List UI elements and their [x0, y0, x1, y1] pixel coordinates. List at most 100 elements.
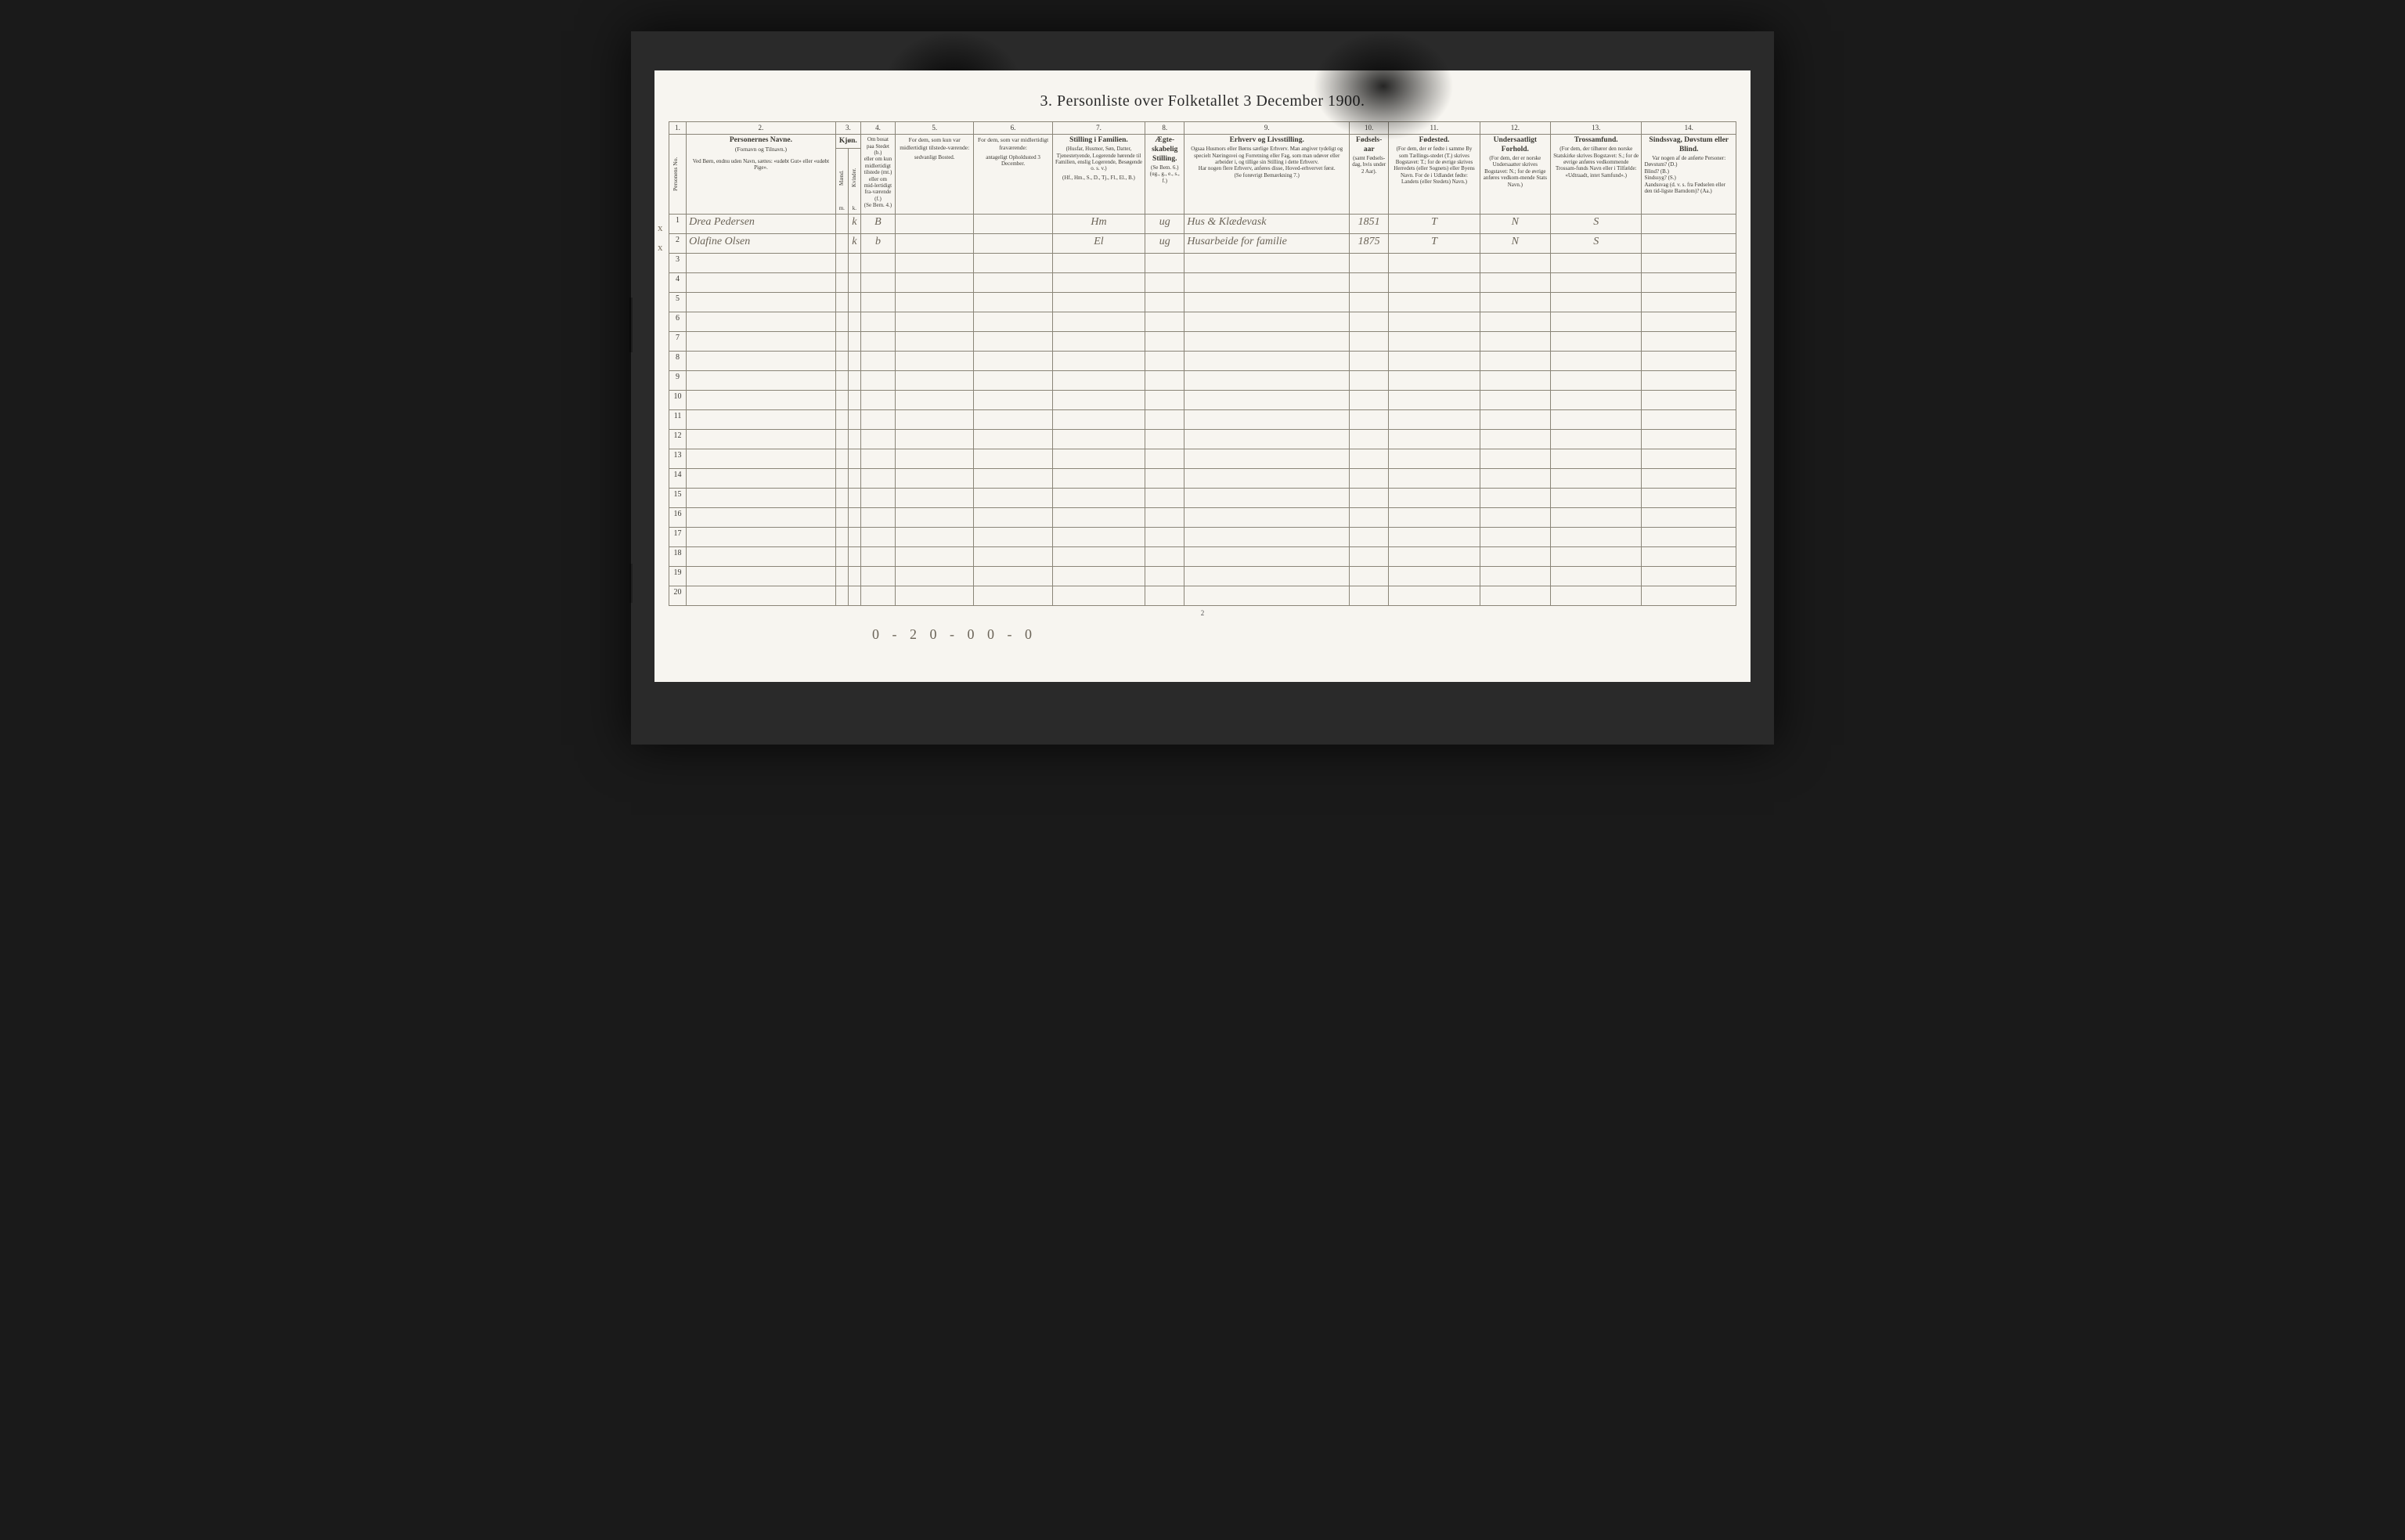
cell	[1052, 429, 1145, 449]
cell	[848, 292, 860, 312]
cell	[687, 429, 836, 449]
cell	[1145, 429, 1184, 449]
hdr-c10-body: (samt Fødsels-dag, hvis under 2 Aar).	[1352, 155, 1386, 175]
cell	[1480, 370, 1550, 390]
cell: S	[1551, 214, 1642, 233]
column-number-row: 1. 2. 3. 4. 5. 6. 7. 8. 9. 10. 11. 12. 1…	[669, 122, 1736, 135]
cell	[896, 429, 974, 449]
hdr-c12-body: (For dem, der er norske Undersaatter skr…	[1483, 155, 1548, 188]
cell	[1551, 468, 1642, 488]
cell	[1642, 370, 1736, 390]
cell: S	[1551, 233, 1642, 253]
cell	[860, 331, 895, 351]
cell	[1145, 312, 1184, 331]
cell	[1184, 292, 1350, 312]
hdr-c13-title: Trossamfund.	[1553, 136, 1639, 146]
cell	[1389, 586, 1480, 605]
cell	[1052, 566, 1145, 586]
cell	[860, 527, 895, 546]
cell: T	[1389, 214, 1480, 233]
cell	[1389, 253, 1480, 272]
cell	[896, 312, 974, 331]
colnum: 5.	[896, 122, 974, 135]
table-row: 3	[669, 253, 1736, 272]
cell: 5	[669, 292, 687, 312]
cell	[974, 331, 1052, 351]
cell	[1350, 272, 1389, 292]
cell	[1389, 507, 1480, 527]
cell	[1480, 449, 1550, 468]
cell	[974, 214, 1052, 233]
cell	[1184, 468, 1350, 488]
cell	[1480, 566, 1550, 586]
table-row: 12	[669, 429, 1736, 449]
cell	[848, 312, 860, 331]
cell	[1145, 586, 1184, 605]
cell	[1480, 527, 1550, 546]
cell	[1389, 351, 1480, 370]
cell	[687, 488, 836, 507]
cell	[1145, 468, 1184, 488]
hdr-c10-title: Fødsels-aar	[1352, 136, 1386, 155]
cell	[1642, 292, 1736, 312]
cell	[848, 507, 860, 527]
cell	[1480, 586, 1550, 605]
cell	[896, 527, 974, 546]
hdr-res-top: Om bosat paa Stedet (b.)	[864, 136, 892, 156]
cell	[1145, 566, 1184, 586]
cell	[835, 331, 848, 351]
cell: 19	[669, 566, 687, 586]
cell	[835, 527, 848, 546]
cell	[1052, 351, 1145, 370]
colnum: 14.	[1642, 122, 1736, 135]
cell	[1480, 507, 1550, 527]
cell: b	[860, 233, 895, 253]
table-row: 11	[669, 409, 1736, 429]
cell	[1642, 429, 1736, 449]
cell	[1052, 370, 1145, 390]
cell: 10	[669, 390, 687, 409]
header-row: Personens No. Personernes Navne. (Fornav…	[669, 135, 1736, 149]
cell	[1642, 566, 1736, 586]
hdr-c12-title: Undersaatligt Forhold.	[1483, 136, 1548, 155]
cell: 2	[669, 233, 687, 253]
hdr-sex-k: Kvinder. k.	[848, 149, 860, 215]
cell	[974, 253, 1052, 272]
colnum: 9.	[1184, 122, 1350, 135]
cell	[1551, 331, 1642, 351]
hdr-marital: Ægte-skabelig Stilling. (Se Bem. 6.) (ug…	[1145, 135, 1184, 215]
cell	[860, 351, 895, 370]
cell	[1184, 586, 1350, 605]
hdr-c14-body: Var nogen af de anførte Personer:	[1644, 155, 1733, 161]
cell: k	[848, 233, 860, 253]
hdr-c8-abbr: (ug., g., e., s., f.)	[1148, 171, 1181, 184]
cell	[1145, 390, 1184, 409]
cell: T	[1389, 233, 1480, 253]
cell	[974, 429, 1052, 449]
cell	[1480, 312, 1550, 331]
hdr-sex-k-label: Kvinder.	[851, 150, 858, 205]
cell	[1551, 566, 1642, 586]
cell	[1642, 351, 1736, 370]
cell	[896, 449, 974, 468]
cell	[974, 566, 1052, 586]
cell: k	[848, 214, 860, 233]
cell	[1642, 312, 1736, 331]
table-row: 4	[669, 272, 1736, 292]
cell	[848, 351, 860, 370]
hdr-religion: Trossamfund. (For dem, der tilhører den …	[1551, 135, 1642, 215]
cell: 3	[669, 253, 687, 272]
cell	[896, 488, 974, 507]
cell	[835, 233, 848, 253]
hdr-c5-sub: sedvanligt Bosted.	[898, 154, 971, 160]
cell	[1389, 566, 1480, 586]
cell	[1480, 331, 1550, 351]
cell	[1052, 331, 1145, 351]
cell	[860, 409, 895, 429]
cell	[1145, 351, 1184, 370]
colnum: 4.	[860, 122, 895, 135]
cell	[687, 331, 836, 351]
cell: 20	[669, 586, 687, 605]
cell	[687, 253, 836, 272]
cell	[1551, 527, 1642, 546]
